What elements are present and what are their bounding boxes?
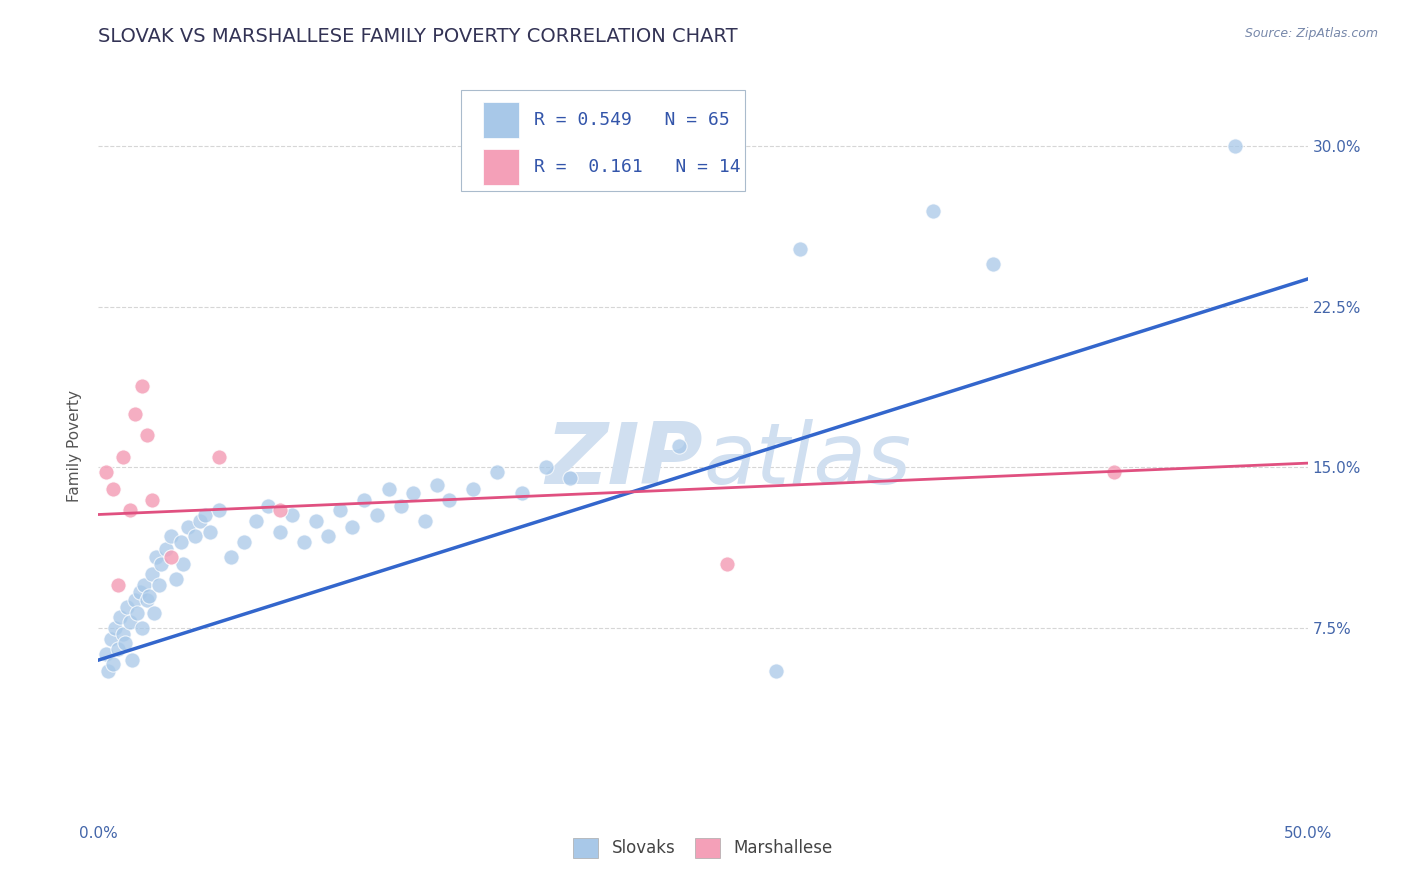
Point: [131, 621, 153, 635]
Point: [97, 664, 120, 678]
Point: [108, 610, 131, 624]
Point: [269, 524, 291, 539]
Point: [668, 439, 690, 453]
Point: [94, 465, 117, 479]
Text: ZIP: ZIP: [546, 419, 703, 502]
Point: [413, 514, 436, 528]
Point: [256, 499, 278, 513]
Point: [426, 477, 449, 491]
Point: [486, 465, 509, 479]
Point: [94, 647, 117, 661]
Point: [131, 379, 153, 393]
Point: [141, 492, 163, 507]
Point: [114, 636, 136, 650]
Point: [128, 584, 150, 599]
Point: [101, 657, 124, 672]
Point: [107, 578, 129, 592]
Point: [127, 606, 149, 620]
Point: [138, 589, 160, 603]
Point: [558, 471, 581, 485]
Point: [143, 606, 166, 620]
Legend: Slovaks, Marshallese: Slovaks, Marshallese: [567, 831, 839, 864]
Point: [353, 492, 375, 507]
Point: [765, 664, 787, 678]
Text: Source: ZipAtlas.com: Source: ZipAtlas.com: [1244, 27, 1378, 40]
Point: [165, 572, 187, 586]
Point: [118, 615, 141, 629]
Point: [169, 535, 191, 549]
Point: [148, 578, 170, 592]
FancyBboxPatch shape: [482, 102, 519, 138]
Point: [305, 514, 328, 528]
Text: R = 0.549   N = 65: R = 0.549 N = 65: [534, 112, 730, 129]
Point: [221, 550, 243, 565]
Point: [510, 486, 533, 500]
Point: [208, 450, 231, 464]
Point: [100, 632, 122, 646]
Point: [160, 550, 183, 565]
Point: [145, 550, 167, 565]
Point: [134, 578, 156, 592]
Point: [389, 499, 412, 513]
Point: [150, 557, 173, 571]
Point: [1102, 465, 1125, 479]
Point: [188, 514, 211, 528]
Point: [342, 520, 364, 534]
Point: [124, 407, 146, 421]
FancyBboxPatch shape: [482, 149, 519, 185]
Point: [269, 503, 291, 517]
Point: [981, 257, 1004, 271]
Point: [111, 627, 134, 641]
Y-axis label: Family Poverty: Family Poverty: [67, 390, 83, 502]
Point: [198, 524, 221, 539]
Point: [716, 557, 738, 571]
Point: [281, 508, 304, 522]
FancyBboxPatch shape: [461, 90, 745, 191]
Point: [316, 529, 339, 543]
Point: [366, 508, 388, 522]
Point: [107, 642, 129, 657]
Point: [463, 482, 485, 496]
Point: [121, 653, 143, 667]
Point: [789, 242, 811, 256]
Point: [177, 520, 200, 534]
Point: [104, 621, 127, 635]
Point: [377, 482, 399, 496]
Text: atlas: atlas: [703, 419, 911, 502]
Point: [117, 599, 139, 614]
Point: [118, 503, 141, 517]
Point: [208, 503, 231, 517]
Point: [101, 482, 124, 496]
Point: [194, 508, 217, 522]
Point: [437, 492, 460, 507]
Point: [329, 503, 352, 517]
Point: [135, 593, 157, 607]
Point: [245, 514, 267, 528]
Point: [534, 460, 557, 475]
Point: [921, 203, 943, 218]
Point: [160, 529, 183, 543]
Point: [111, 450, 134, 464]
Point: [402, 486, 425, 500]
Point: [155, 541, 177, 556]
Point: [172, 557, 194, 571]
Point: [124, 593, 146, 607]
Point: [141, 567, 163, 582]
Text: R =  0.161   N = 14: R = 0.161 N = 14: [534, 158, 741, 176]
Point: [184, 529, 207, 543]
Point: [1223, 139, 1246, 153]
Point: [232, 535, 254, 549]
Text: SLOVAK VS MARSHALLESE FAMILY POVERTY CORRELATION CHART: SLOVAK VS MARSHALLESE FAMILY POVERTY COR…: [98, 27, 738, 45]
Point: [135, 428, 157, 442]
Point: [292, 535, 315, 549]
